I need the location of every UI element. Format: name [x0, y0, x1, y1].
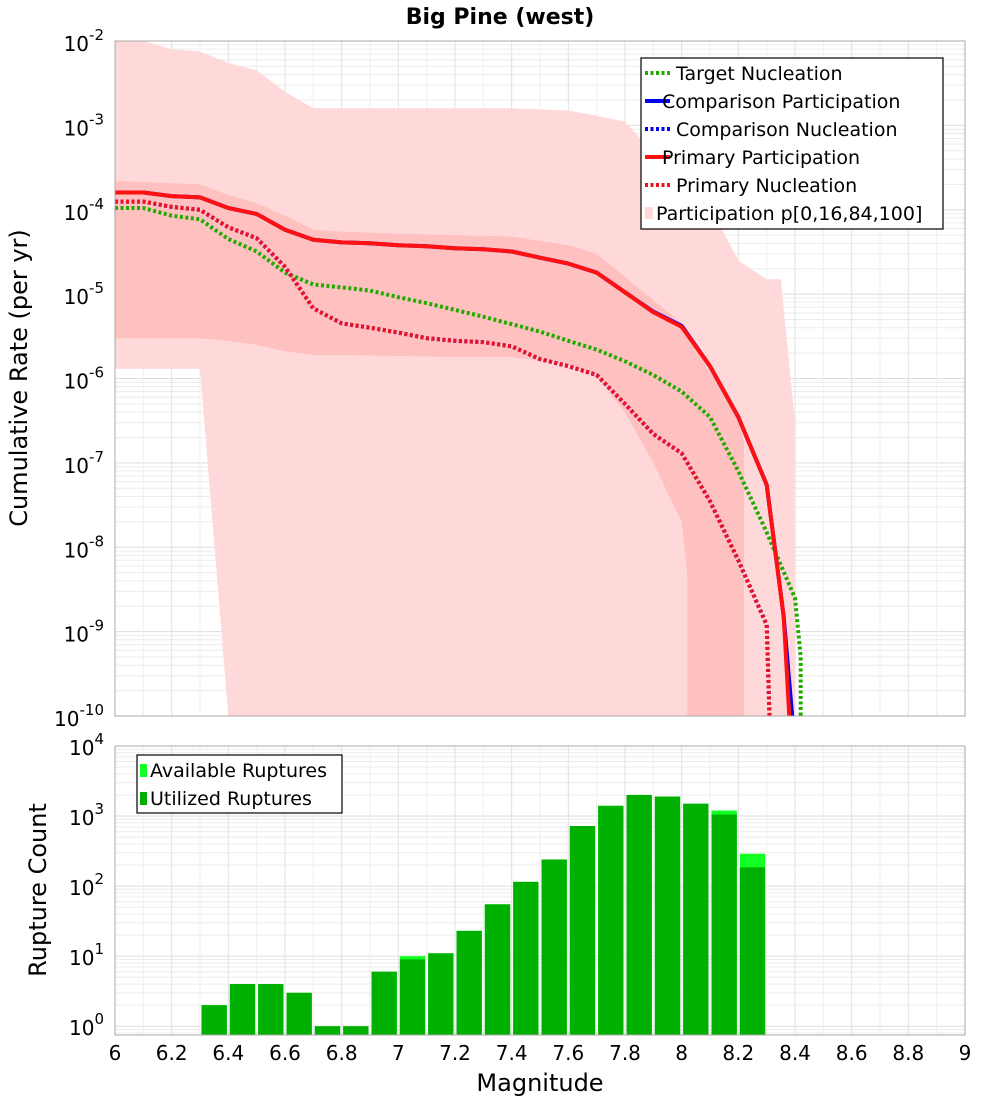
x-tick-label: 8 [675, 1041, 688, 1065]
percentile-bands [115, 41, 795, 716]
bar-utilized-ruptures [229, 984, 256, 1035]
legend-label-available-ruptures: Available Ruptures [150, 760, 327, 782]
bar-utilized-ruptures [739, 867, 766, 1035]
bar-utilized-ruptures [314, 1026, 341, 1035]
x-tick-label: 7.6 [552, 1041, 584, 1065]
x-tick-label: 6.8 [326, 1041, 358, 1065]
series-line-primary-nucleation [115, 199, 772, 716]
bottom-legend: Available Ruptures Utilized Ruptures [136, 754, 343, 814]
legend-label-primary-nucleation: Primary Nucleation [676, 175, 857, 197]
bottom-gridlines [115, 746, 965, 1035]
x-tick-label: 6.2 [156, 1041, 188, 1065]
top-y-tick-labels: 10-10 10-9 10-8 10-7 10-6 10-5 10-4 10-3 10-2 [54, 26, 104, 731]
bar-utilized-ruptures [541, 859, 567, 1035]
top-y-tick-label: 10-10 [54, 701, 104, 731]
x-tick-label: 8.8 [892, 1041, 924, 1065]
bar-utilized-ruptures [201, 1005, 227, 1035]
x-tick-label: 6.4 [212, 1041, 244, 1065]
top-y-tick-label: 10-4 [64, 195, 104, 225]
x-axis-label: Magnitude [476, 1069, 603, 1097]
legend-swatch-available-ruptures [140, 764, 147, 777]
top-legend: Target Nucleation Comparison Participatio… [640, 57, 944, 230]
bottom-y-tick-label: 100 [69, 1010, 104, 1040]
bottom-plot-frame [114, 745, 966, 1036]
x-tick-label: 8.2 [722, 1041, 754, 1065]
chart-title: Big Pine (west) [406, 5, 595, 30]
bar-utilized-ruptures [626, 794, 652, 1035]
rate-curves [115, 190, 803, 716]
rupture-bars [201, 794, 766, 1035]
top-plot-frame [114, 40, 966, 717]
legend-label-utilized-ruptures: Utilized Ruptures [150, 788, 312, 810]
x-tick-label: 7.4 [496, 1041, 528, 1065]
x-tick-labels: 6 6.2 6.4 6.6 6.8 7 7.2 7.4 7.6 7.8 8 8.2 8.4 8.6 8.8 9 [109, 1041, 972, 1065]
top-y-tick-label: 10-3 [64, 110, 104, 140]
legend-label-participation-band: Participation p[0,16,84,100] [656, 203, 922, 225]
bottom-y-tick-label: 104 [69, 730, 104, 760]
legend-label-primary-participation: Primary Participation [662, 147, 860, 169]
x-tick-label: 8.6 [836, 1041, 868, 1065]
top-y-tick-label: 10-8 [64, 532, 104, 562]
top-y-axis-label: Cumulative Rate (per yr) [5, 229, 33, 527]
bottom-y-tick-labels: 100 101 102 103 104 [69, 730, 104, 1040]
top-y-tick-label: 10-6 [64, 364, 104, 394]
legend-swatch-participation-band [645, 207, 653, 219]
bar-utilized-ruptures [598, 805, 624, 1035]
bar-utilized-ruptures [286, 992, 312, 1035]
bar-utilized-ruptures [484, 904, 511, 1035]
bar-utilized-ruptures [343, 1026, 369, 1035]
bottom-y-tick-label: 103 [69, 800, 104, 830]
bar-utilized-ruptures [569, 826, 596, 1035]
legend-label-target-nucleation: Target Nucleation [675, 63, 843, 85]
x-tick-label: 7 [392, 1041, 405, 1065]
x-tick-label: 7.2 [439, 1041, 471, 1065]
bar-utilized-ruptures [456, 930, 482, 1035]
legend-label-comparison-nucleation: Comparison Nucleation [676, 119, 898, 141]
bar-utilized-ruptures [683, 803, 709, 1035]
bar-utilized-ruptures [258, 984, 284, 1035]
series-line-target-nucleation [115, 206, 803, 716]
bar-utilized-ruptures [711, 814, 737, 1035]
top-legend-box [640, 57, 944, 230]
top-y-tick-label: 10-9 [64, 617, 104, 647]
bar-utilized-ruptures [428, 953, 454, 1035]
x-tick-label: 9 [959, 1041, 972, 1065]
series-line-primary-participation [115, 190, 792, 716]
x-tick-label: 6 [109, 1041, 122, 1065]
x-tick-label: 7.8 [609, 1041, 641, 1065]
bar-utilized-ruptures [371, 971, 397, 1035]
x-tick-label: 6.6 [269, 1041, 301, 1065]
bar-utilized-ruptures [399, 959, 426, 1035]
bottom-y-axis-label: Rupture Count [24, 803, 52, 977]
x-tick-label: 8.4 [779, 1041, 811, 1065]
top-y-tick-label: 10-2 [64, 26, 104, 56]
bottom-legend-box [136, 754, 343, 814]
legend-swatch-utilized-ruptures [140, 792, 147, 805]
legend-label-comparison-participation: Comparison Participation [662, 91, 900, 113]
band-participation-p16-p84 [115, 180, 744, 716]
top-y-tick-label: 10-5 [64, 279, 104, 309]
bar-utilized-ruptures [654, 796, 681, 1035]
top-y-tick-label: 10-7 [64, 448, 104, 478]
band-participation-p-0-16-84-100 [115, 41, 795, 716]
bottom-y-tick-label: 102 [69, 870, 104, 900]
bar-utilized-ruptures [513, 881, 539, 1035]
bottom-y-tick-label: 101 [69, 940, 104, 970]
